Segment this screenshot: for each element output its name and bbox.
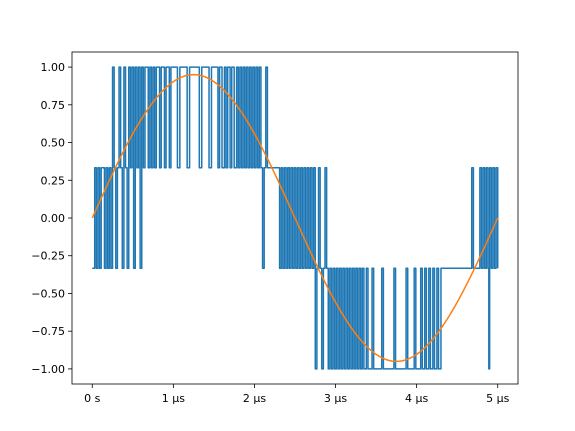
series-line-0 [92,66,499,370]
y-tick-label: 0.50 [41,137,66,150]
y-tick-label: −0.50 [31,287,65,300]
y-tick-label: 0.00 [41,212,66,225]
x-tick-label: 1 µs [162,392,185,405]
y-tick-label: 0.25 [41,174,66,187]
y-axis: 1.00 0.75 0.50 0.25 0.00 −0.25 −0.50 −0.75 −1.00 [31,61,72,376]
x-axis: 0 s 1 µs 2 µs 3 µs 4 µs 5 µs [84,384,510,405]
x-tick-label: 3 µs [324,392,347,405]
x-tick-label: 2 µs [243,392,266,405]
x-tick-label: 0 s [84,392,100,405]
x-tick-label: 5 µs [486,392,509,405]
y-tick-label: 1.00 [41,61,66,74]
y-tick-label: −1.00 [31,363,65,376]
y-tick-label: −0.75 [31,325,65,338]
series-line-1 [91,73,499,363]
y-tick-label: −0.25 [31,250,65,263]
series-layer [91,66,499,370]
x-tick-label: 4 µs [405,392,428,405]
y-tick-label: 0.75 [41,99,66,112]
